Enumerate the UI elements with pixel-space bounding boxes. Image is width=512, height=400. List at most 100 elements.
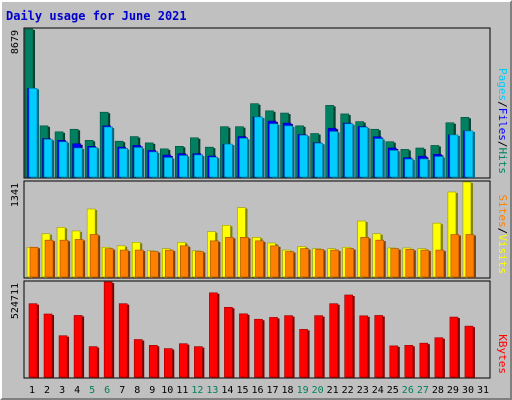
bar-pages-28	[434, 156, 444, 178]
x-tick-label: 13	[206, 385, 218, 396]
bar-sites-1	[29, 246, 39, 278]
bar-sites-27	[420, 249, 430, 278]
bar-sites-6	[104, 248, 114, 278]
x-tick-label: 14	[221, 385, 233, 396]
bar-kbytes-25	[389, 345, 399, 378]
x-tick-label: 10	[161, 385, 173, 396]
bar-pages-26	[404, 158, 414, 178]
x-tick-label: 31	[477, 385, 489, 396]
y-max-label: 524711	[10, 283, 21, 319]
x-tick-label: 17	[267, 385, 279, 396]
legend-visits-sites: Sites/Visits	[496, 195, 509, 275]
x-tick-label: 3	[59, 385, 65, 396]
bar-kbytes-8	[133, 339, 143, 378]
x-tick-label: 29	[447, 385, 459, 396]
bar-pages-5	[88, 147, 98, 178]
bar-kbytes-26	[404, 345, 414, 378]
bar-pages-9	[148, 151, 158, 178]
bar-sites-16	[255, 240, 264, 278]
bar-kbytes-30	[464, 325, 474, 378]
x-tick-label: 18	[282, 385, 294, 396]
bar-sites-3	[59, 239, 69, 278]
legend-entry: /	[496, 141, 509, 148]
legend-entry: Visits	[496, 234, 509, 274]
bar-kbytes-27	[419, 342, 429, 378]
chart-title: Daily usage for June 2021	[6, 9, 187, 23]
x-tick-label: 24	[372, 385, 384, 396]
bar-sites-29	[450, 234, 460, 278]
bar-pages-20	[314, 142, 323, 178]
bar-pages-13	[209, 156, 218, 178]
bar-kbytes-10	[163, 348, 173, 378]
bar-kbytes-19	[299, 329, 308, 378]
series-kbytes	[28, 281, 475, 378]
bar-sites-9	[149, 251, 159, 278]
legend-entry: KBytes	[496, 334, 509, 374]
bar-pages-11	[179, 155, 188, 178]
x-tick-label: 21	[327, 385, 339, 396]
legend-kbytes: KBytes	[496, 334, 509, 374]
bar-sites-12	[195, 251, 204, 278]
bar-pages-22	[344, 123, 353, 178]
x-tick-label: 9	[149, 385, 155, 396]
x-tick-label: 19	[297, 385, 309, 396]
x-tick-label: 20	[312, 385, 324, 396]
bar-sites-4	[74, 239, 84, 278]
legend-entry: /	[496, 228, 509, 235]
bar-pages-12	[194, 154, 203, 178]
bar-kbytes-3	[58, 335, 68, 378]
bar-pages-2	[43, 139, 53, 178]
bar-kbytes-22	[344, 294, 353, 378]
bar-pages-21	[329, 131, 338, 178]
bar-kbytes-12	[194, 346, 203, 378]
legend-entry: Files	[496, 108, 509, 141]
bar-kbytes-4	[73, 315, 83, 378]
bar-sites-26	[405, 249, 415, 278]
x-tick-label: 4	[74, 385, 80, 396]
bar-pages-10	[163, 157, 173, 178]
bar-kbytes-7	[118, 303, 128, 378]
bar-sites-2	[44, 239, 54, 278]
bar-kbytes-13	[209, 292, 218, 378]
bar-kbytes-15	[239, 313, 248, 378]
x-tick-label: 27	[417, 385, 429, 396]
x-tick-label: 11	[176, 385, 188, 396]
bar-pages-30	[464, 130, 474, 178]
bar-sites-8	[134, 249, 144, 278]
y-max-label: 1341	[10, 183, 21, 207]
x-tick-label: 12	[191, 385, 203, 396]
bar-sites-17	[270, 245, 279, 278]
bar-kbytes-2	[43, 313, 53, 378]
x-tick-label: 26	[402, 385, 414, 396]
legend-entry: /	[496, 101, 509, 108]
bar-pages-3	[58, 141, 68, 178]
x-tick-label: 7	[119, 385, 125, 396]
bar-pages-19	[299, 134, 308, 178]
bar-kbytes-16	[254, 318, 263, 378]
bar-kbytes-21	[329, 303, 338, 378]
bar-pages-4	[73, 147, 83, 178]
bar-pages-17	[269, 123, 278, 178]
legend-entry: Sites	[496, 195, 509, 228]
x-tick-label: 2	[44, 385, 50, 396]
bar-pages-14	[224, 143, 233, 178]
x-tick-label: 30	[462, 385, 474, 396]
legend-entry: Pages	[496, 68, 509, 101]
x-tick-label: 28	[432, 385, 444, 396]
bar-kbytes-17	[269, 317, 278, 378]
bar-sites-10	[164, 249, 174, 278]
x-tick-label: 22	[342, 385, 354, 396]
bar-pages-29	[449, 134, 459, 178]
bar-pages-16	[254, 116, 263, 178]
bar-kbytes-23	[359, 315, 369, 378]
x-tick-label: 1	[29, 385, 35, 396]
legend-hits-files-pages: Pages/Files/Hits	[496, 68, 509, 174]
bar-pages-7	[118, 148, 128, 178]
bar-pages-15	[239, 137, 248, 178]
bar-sites-21	[330, 249, 339, 278]
bar-sites-14	[225, 237, 234, 278]
x-tick-label: 25	[387, 385, 399, 396]
